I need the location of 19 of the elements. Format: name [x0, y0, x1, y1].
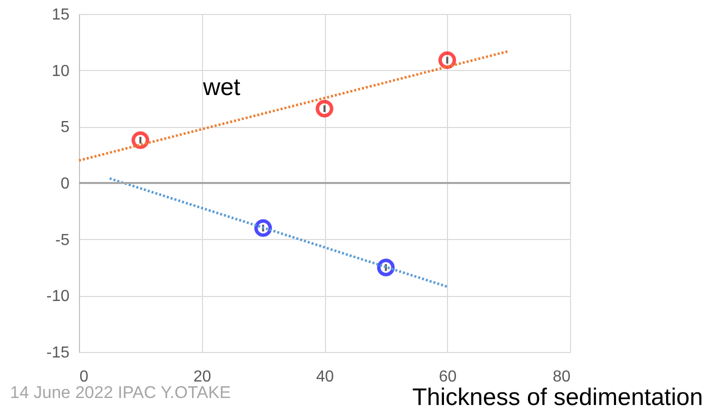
y-tick-label: -5 [55, 232, 70, 249]
annotation: wet [202, 74, 241, 101]
y-tick-label: 10 [52, 62, 70, 80]
point [377, 258, 395, 276]
point [132, 131, 150, 149]
x-axis-title: Thickness of sedimentation [412, 384, 703, 411]
y-tick-label: -10 [46, 288, 70, 306]
y-tick-label: 0 [60, 176, 70, 192]
x-tick-label: 0 [80, 368, 88, 386]
y-tick-label: -15 [46, 344, 70, 362]
x-tick-label: 20 [193, 368, 212, 386]
x-tick-label: 60 [438, 368, 457, 386]
y-tick-label: 5 [60, 119, 70, 136]
point [254, 219, 272, 237]
y-tick-label: 15 [52, 6, 70, 24]
text: 14 June 2022 IPAC Y.OTAKE [10, 383, 231, 402]
x-tick-label: 40 [316, 368, 334, 386]
x-tick-label: 80 [552, 368, 571, 386]
point [316, 100, 334, 118]
